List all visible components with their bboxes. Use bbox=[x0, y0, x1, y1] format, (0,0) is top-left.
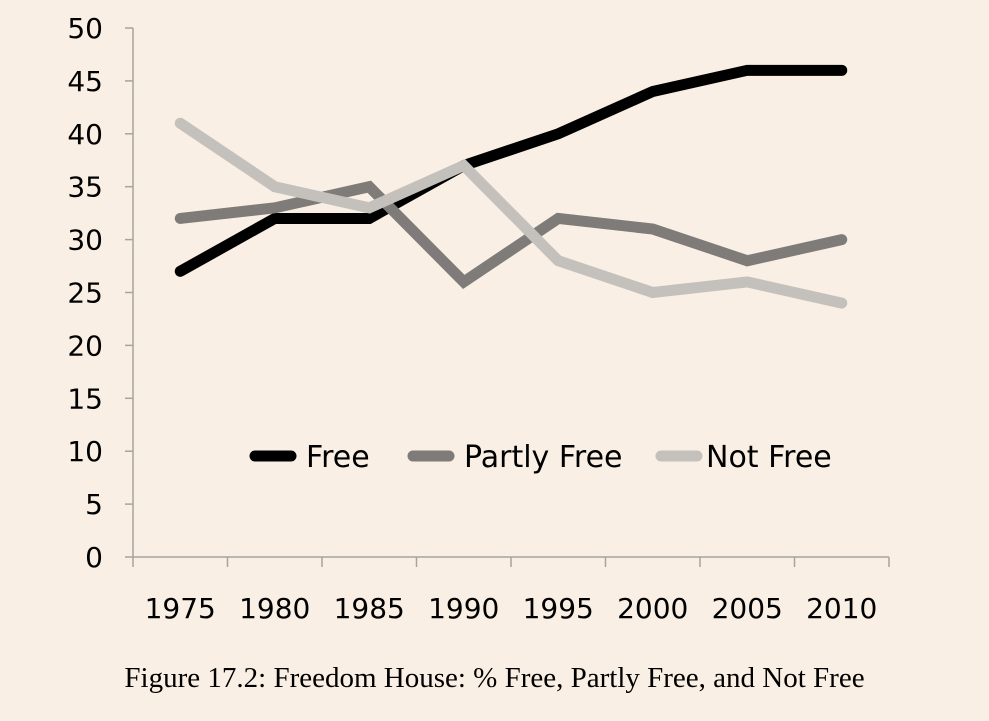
x-tick-label: 1980 bbox=[239, 592, 310, 625]
y-tick-label: 30 bbox=[67, 224, 103, 257]
x-tick-label: 1990 bbox=[428, 592, 499, 625]
legend-label-free: Free bbox=[306, 440, 370, 475]
y-tick-label: 0 bbox=[85, 541, 103, 574]
x-tick-label: 2000 bbox=[617, 592, 688, 625]
y-tick-label: 15 bbox=[67, 382, 103, 415]
x-tick-label: 1975 bbox=[145, 592, 216, 625]
y-tick-label: 50 bbox=[67, 12, 103, 45]
series-line-not-free bbox=[174, 117, 848, 309]
y-tick-label: 40 bbox=[67, 118, 103, 151]
x-tick-label: 2005 bbox=[712, 592, 783, 625]
legend-label-not-free: Not Free bbox=[706, 440, 832, 475]
x-tick-label: 2010 bbox=[806, 592, 877, 625]
y-tick-label: 25 bbox=[67, 277, 103, 310]
x-tick-label: 1995 bbox=[523, 592, 594, 625]
y-tick-label: 10 bbox=[67, 435, 103, 468]
x-axis-ticks: 1975 1980 1985 1990 1995 2000 2005 2010 bbox=[132, 557, 890, 625]
line-chart: 0 5 10 15 20 25 30 35 40 45 50 1975 1980 1985 1990 199… bbox=[67, 12, 890, 625]
x-tick-label: 1985 bbox=[334, 592, 405, 625]
legend-label-partly-free: Partly Free bbox=[464, 440, 623, 475]
series-line-free bbox=[174, 64, 848, 277]
y-tick-label: 5 bbox=[85, 488, 103, 521]
y-tick-label: 45 bbox=[67, 65, 103, 98]
series-line-partly-free bbox=[174, 180, 848, 290]
y-axis-ticks: 0 5 10 15 20 25 30 35 40 45 50 bbox=[67, 12, 133, 574]
legend: Free Partly Free Not Free bbox=[249, 440, 832, 475]
figure-caption: Figure 17.2: Freedom House: % Free, Part… bbox=[124, 662, 865, 694]
series-lines bbox=[174, 64, 848, 309]
y-tick-label: 20 bbox=[67, 329, 103, 362]
y-tick-label: 35 bbox=[67, 171, 103, 204]
